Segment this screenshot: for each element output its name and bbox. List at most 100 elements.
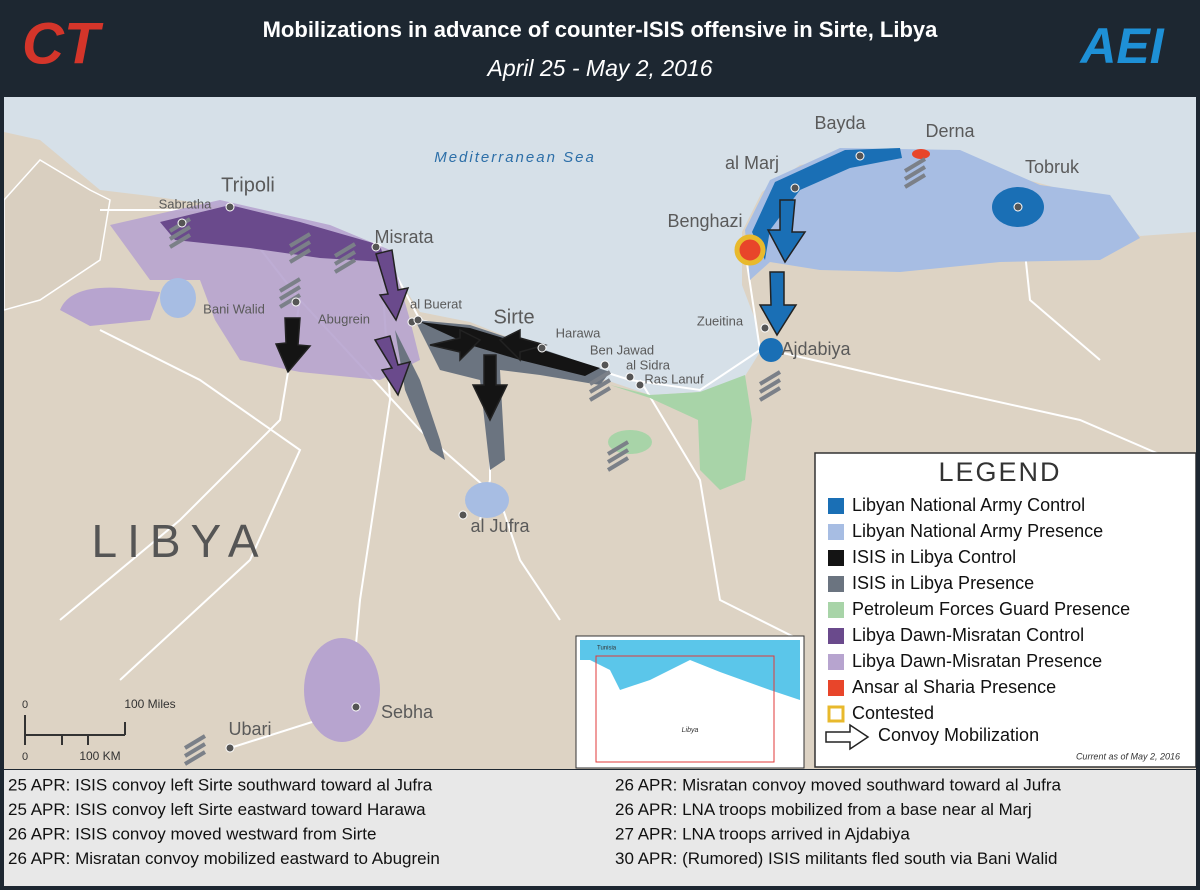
city-label: al Jufra xyxy=(470,516,530,536)
city-dot xyxy=(177,218,187,228)
city-label: Ras Lanuf xyxy=(644,371,704,386)
legend-swatch xyxy=(828,602,844,618)
legend-swatch xyxy=(828,498,844,514)
city-label: Sebha xyxy=(381,702,434,722)
derna-ansar xyxy=(912,149,930,159)
city-dot xyxy=(371,242,381,252)
hatch xyxy=(288,240,312,256)
city-label: Tobruk xyxy=(1025,157,1080,177)
hatch xyxy=(903,173,927,189)
legend-label: Libya Dawn-Misratan Presence xyxy=(852,651,1102,671)
city-dot xyxy=(600,360,610,370)
hatch xyxy=(588,370,612,386)
city-dot xyxy=(760,323,770,333)
convoy-arrows xyxy=(274,199,807,422)
inset-frame xyxy=(595,655,775,763)
inset-label: Tunisia xyxy=(597,646,617,652)
legend-label: Libya Dawn-Misratan Control xyxy=(852,625,1084,645)
city-dot xyxy=(291,297,301,307)
hatch xyxy=(606,440,630,456)
logo-right: AEI xyxy=(1078,18,1164,74)
legend-label: Contested xyxy=(852,703,934,723)
city-label: Sirte xyxy=(493,306,534,328)
city-label: Derna xyxy=(925,121,975,141)
city-label: Ben Jawad xyxy=(590,342,654,357)
city-label: Sabratha xyxy=(159,196,213,211)
lna-presence xyxy=(745,148,1140,280)
map: Tripoli Sabratha Misrata Bani Walid Abugrein… xyxy=(4,97,1196,769)
city-dot xyxy=(537,343,547,353)
hatch xyxy=(183,734,207,750)
west-lna-presence xyxy=(160,278,196,318)
scale-label: 100 Miles xyxy=(124,697,175,711)
hatches xyxy=(168,157,927,766)
city-labels: Tripoli Sabratha Misrata Bani Walid Abugrein… xyxy=(159,113,1080,739)
hatch xyxy=(903,157,927,173)
city-label: Misrata xyxy=(374,227,434,247)
jufra-presence xyxy=(465,482,509,518)
city-label: Bayda xyxy=(814,113,866,133)
misratan-control xyxy=(160,205,385,262)
hatch xyxy=(758,378,782,394)
hatch xyxy=(606,448,630,464)
hatch xyxy=(606,456,630,472)
city-dot xyxy=(625,372,635,382)
city-dot xyxy=(225,743,235,753)
legend-label: Convoy Mobilization xyxy=(878,725,1039,745)
title: Mobilizations in advance of counter-ISIS… xyxy=(263,17,939,42)
hatch xyxy=(168,233,192,249)
legend-items: Libyan National Army Control Libyan Natio… xyxy=(825,495,1130,751)
hatch xyxy=(278,285,302,301)
misratan-presence-west xyxy=(60,287,160,326)
city-dot xyxy=(1013,202,1023,212)
subtitle: April 25 - May 2, 2016 xyxy=(485,55,712,81)
country-label: LIBYA xyxy=(92,515,269,567)
legend-swatch xyxy=(828,550,844,566)
legend xyxy=(814,452,1196,768)
events: 25 APR: ISIS convoy left Sirte southward… xyxy=(8,775,1062,868)
hatch xyxy=(758,370,782,386)
legend-label: Petroleum Forces Guard Presence xyxy=(852,599,1130,619)
inset-label: Libya xyxy=(682,727,699,734)
hatch xyxy=(278,277,302,293)
legend-label: Libyan National Army Control xyxy=(852,495,1085,515)
city-dots xyxy=(177,151,1023,753)
hatch xyxy=(278,293,302,309)
city-dot xyxy=(225,202,235,212)
legend-title: LEGEND xyxy=(938,457,1061,487)
city-dot xyxy=(855,151,865,161)
legend-label: ISIS in Libya Presence xyxy=(852,573,1034,593)
city-label: Bani Walid xyxy=(203,301,265,316)
city-label: Abugrein xyxy=(318,311,370,326)
event-text: 27 APR: LNA troops arrived in Ajdabiya xyxy=(615,824,910,843)
city-label: Benghazi xyxy=(667,211,742,231)
hatch xyxy=(288,232,312,248)
tunisia-area xyxy=(4,159,111,311)
legend-swatch xyxy=(828,680,844,696)
city-label: Tripoli xyxy=(221,174,275,196)
legend-swatch xyxy=(827,705,845,723)
event-text: 26 APR: ISIS convoy moved westward from … xyxy=(8,824,376,843)
event-text: 25 APR: ISIS convoy left Sirte eastward … xyxy=(8,800,426,819)
city-label: Ajdabiya xyxy=(781,339,851,359)
scale-label: 0 xyxy=(22,751,28,763)
legend-label: Libyan National Army Presence xyxy=(852,521,1103,541)
benghazi-contested xyxy=(734,234,766,266)
scale-label: 100 KM xyxy=(79,749,120,763)
hatch xyxy=(183,742,207,758)
legend-label: ISIS in Libya Control xyxy=(852,547,1016,567)
city-dot xyxy=(790,183,800,193)
event-text: 25 APR: ISIS convoy left Sirte southward… xyxy=(8,775,433,794)
hatch xyxy=(168,225,192,241)
hatch xyxy=(588,386,612,402)
legend-swatch xyxy=(828,628,844,644)
legend-swatch xyxy=(828,524,844,540)
scale-label: 0 xyxy=(22,699,28,711)
sea-label: Mediterranean Sea xyxy=(434,149,596,166)
sea xyxy=(4,97,1196,395)
hatch xyxy=(183,750,207,766)
hatch xyxy=(333,250,357,266)
legend-swatch xyxy=(828,576,844,592)
event-text: 26 APR: Misratan convoy moved southward … xyxy=(615,775,1062,794)
